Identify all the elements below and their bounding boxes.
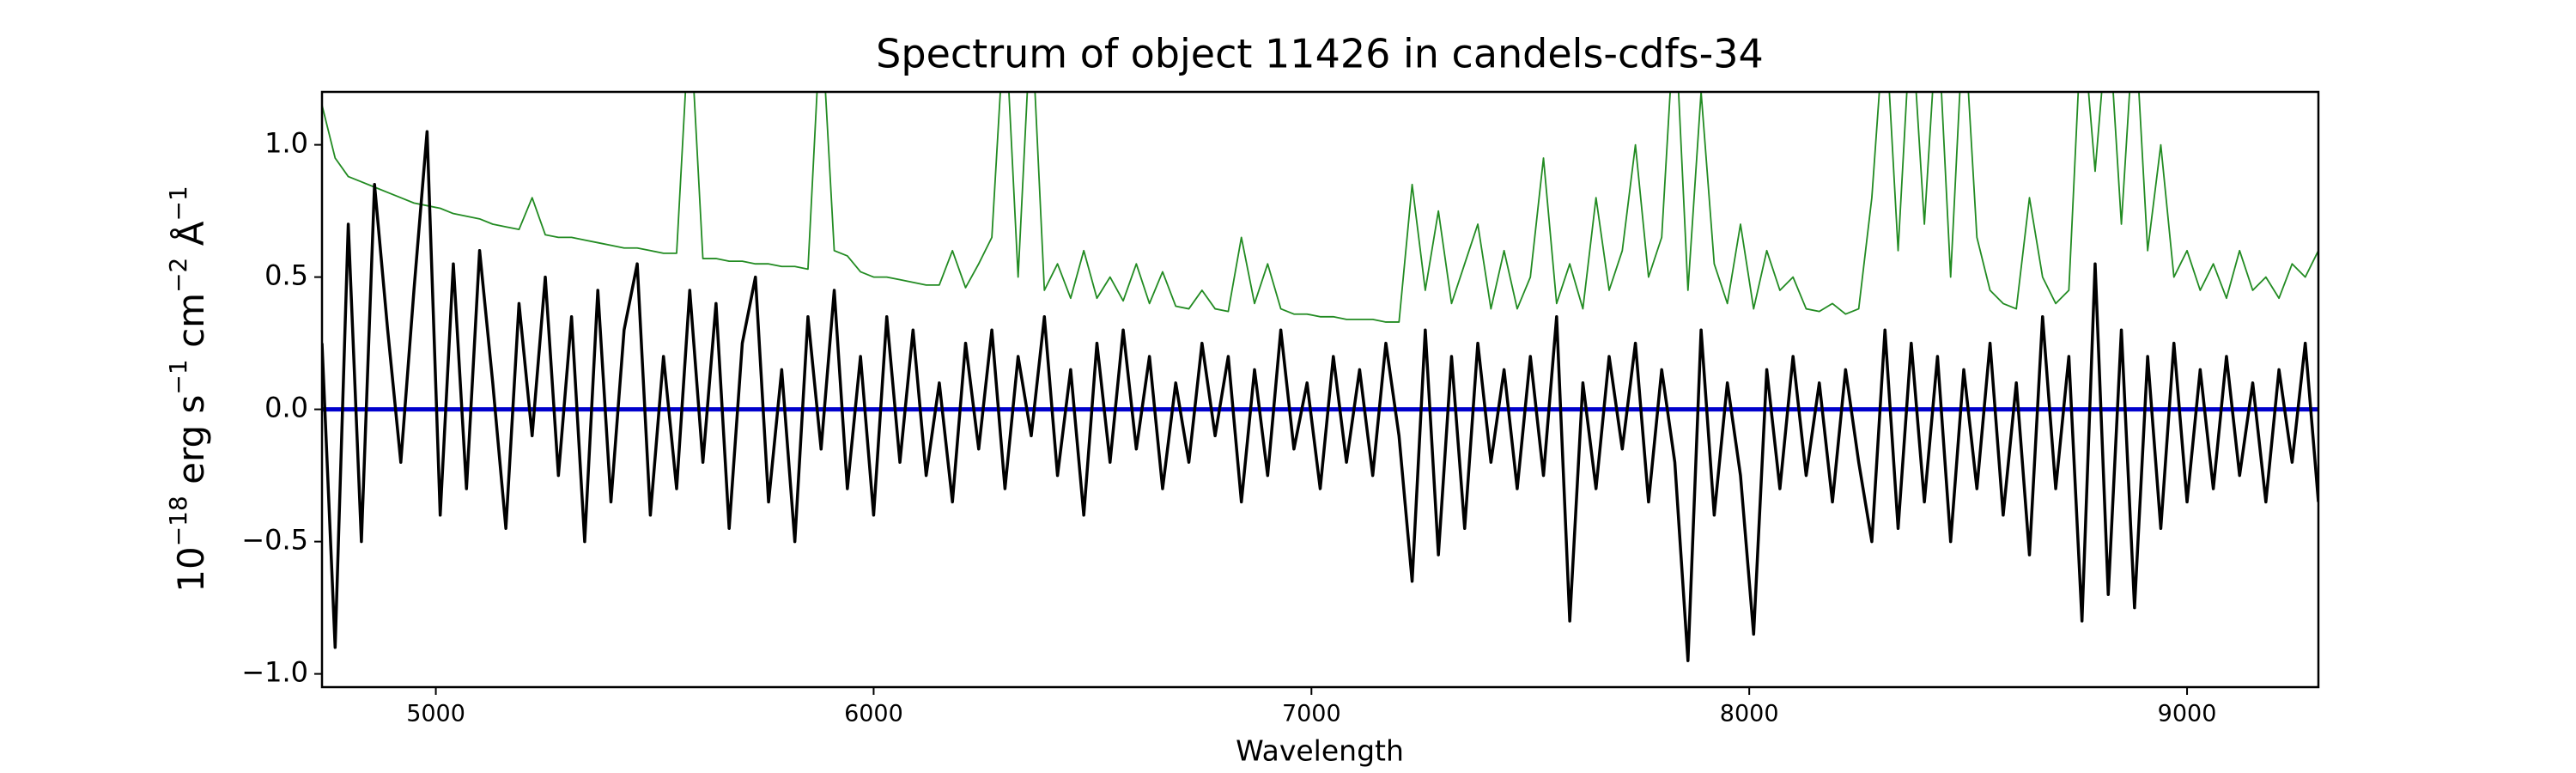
y-label-exponent: −1 xyxy=(164,359,192,394)
y-label-exponent: −18 xyxy=(164,496,192,546)
chart-title: Spectrum of object 11426 in candels-cdfs… xyxy=(876,31,1764,77)
y-label-text: erg s xyxy=(170,395,212,496)
y-tick-label: −0.5 xyxy=(241,524,308,557)
y-tick-label: 1.0 xyxy=(264,127,308,160)
spectrum-line xyxy=(322,130,2318,662)
x-tick-label: 5000 xyxy=(406,701,465,727)
x-tick-label: 6000 xyxy=(844,701,903,727)
x-tick-label: 9000 xyxy=(2158,701,2217,727)
spectrum-line xyxy=(322,92,2318,323)
x-axis-label: Wavelength xyxy=(1236,734,1404,768)
x-tick-label: 8000 xyxy=(1720,701,1779,727)
y-tick-label: 0.0 xyxy=(264,392,308,424)
x-tick-label: 7000 xyxy=(1282,701,1341,727)
y-axis-label: 10−18 erg s−1 cm−2 Å−1 xyxy=(164,186,212,592)
y-tick-label: 0.5 xyxy=(264,259,308,292)
y-label-text: cm xyxy=(170,293,212,359)
plot-frame xyxy=(320,90,2320,689)
y-tick-label: −1.0 xyxy=(241,656,308,689)
y-label-exponent: −2 xyxy=(164,258,192,293)
y-label-exponent: −1 xyxy=(164,186,192,221)
y-label-text: 10 xyxy=(170,546,212,592)
plot-area xyxy=(322,92,2318,662)
y-label-text: Å xyxy=(169,221,212,257)
